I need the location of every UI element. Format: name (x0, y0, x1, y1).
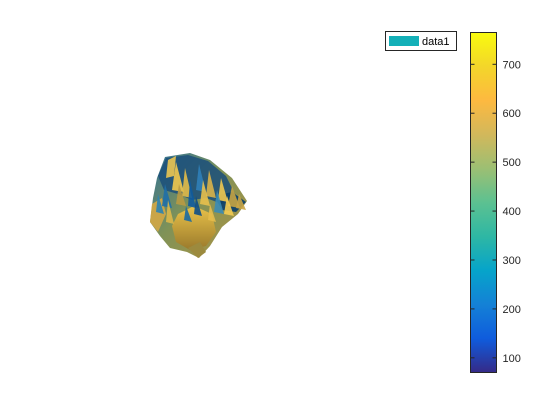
colorbar-tick-label: 300 (503, 255, 521, 267)
surface-peak (188, 180, 196, 208)
surface-patch (172, 206, 216, 250)
surface-peak (172, 162, 184, 192)
colorbar-gradient (470, 32, 497, 373)
surface-peak (236, 194, 246, 210)
surface-peak (206, 170, 216, 198)
colorbar-ticks: 100 200 300 400 500 600 700 (470, 59, 521, 365)
colorbar-tick-label: 200 (503, 304, 521, 316)
surface-peak (184, 206, 192, 222)
surface-peak (200, 180, 210, 206)
surface-patch (158, 155, 236, 204)
surface-peak (214, 190, 224, 214)
surface-peak (156, 194, 164, 214)
colorbar-tick-label: 700 (503, 59, 521, 71)
colorbar: 100 200 300 400 500 600 700 (470, 32, 521, 373)
surface-plot (150, 153, 247, 258)
surface-patch (188, 242, 206, 258)
surface-peak (208, 204, 216, 222)
surface-peak (218, 178, 228, 202)
surface-peak (194, 196, 202, 216)
colorbar-tick-label: 500 (503, 157, 521, 169)
surface-patch (166, 156, 176, 178)
surface-peak (166, 200, 174, 224)
surface-peaks (156, 162, 246, 224)
surface-peak (162, 184, 172, 208)
legend-swatch (389, 36, 419, 46)
legend: data1 (385, 31, 457, 51)
colorbar-tick-label: 100 (503, 353, 521, 365)
colorbar-tick-label: 400 (503, 206, 521, 218)
surface-peak (228, 186, 240, 208)
legend-label: data1 (422, 36, 450, 48)
surface-peak (176, 184, 186, 206)
surface-peak (224, 196, 234, 216)
surface-patch (150, 198, 166, 232)
colorbar-tick-label: 600 (503, 108, 521, 120)
